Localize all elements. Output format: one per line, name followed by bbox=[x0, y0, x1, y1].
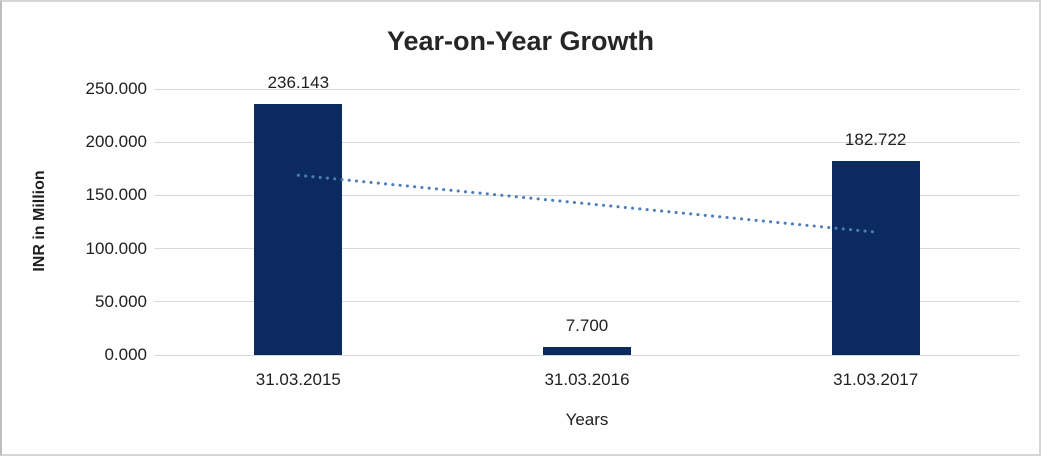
y-tick-label: 50.000 bbox=[95, 291, 147, 311]
x-axis-title: Years bbox=[565, 410, 609, 429]
gridline bbox=[154, 88, 1020, 90]
gridline bbox=[154, 354, 1020, 356]
y-tick-label: 100.000 bbox=[85, 238, 147, 258]
gridline bbox=[154, 194, 1020, 196]
y-tick-label: 250.000 bbox=[85, 79, 147, 98]
gridline bbox=[154, 141, 1020, 143]
trendline bbox=[296, 173, 878, 234]
bar bbox=[543, 347, 631, 355]
y-tick-label: 0.000 bbox=[104, 345, 147, 364]
chart-title: Year-on-Year Growth bbox=[386, 26, 655, 56]
bar-data-label: 182.722 bbox=[844, 130, 907, 149]
x-category-label: 31.03.2016 bbox=[544, 370, 630, 389]
x-category-label: 31.03.2017 bbox=[833, 370, 919, 389]
bar-data-label: 236.143 bbox=[267, 73, 330, 92]
bar bbox=[831, 161, 920, 355]
gridline bbox=[154, 301, 1020, 303]
y-tick-label: 150.000 bbox=[85, 185, 147, 205]
gridline bbox=[154, 248, 1020, 250]
x-category-label: 31.03.2015 bbox=[255, 370, 341, 389]
y-tick-label: 200.000 bbox=[85, 132, 147, 152]
bar-data-label: 7.700 bbox=[565, 316, 609, 335]
bar bbox=[254, 104, 343, 355]
